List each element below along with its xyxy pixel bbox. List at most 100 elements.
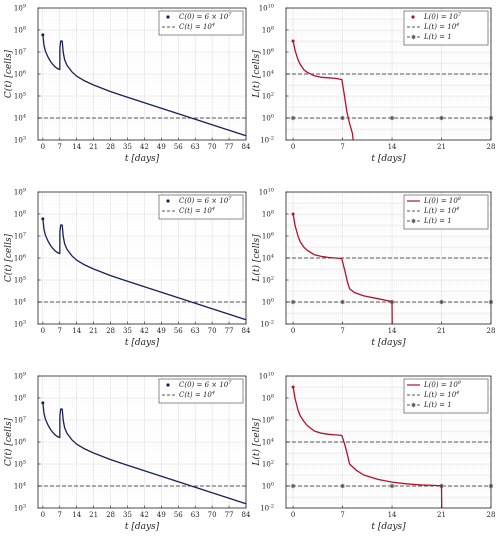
x-tick-label: 0 [291, 327, 295, 335]
y-tick-label: 10-2 [260, 504, 274, 513]
legend-entry: C(0) = 6 × 107 [179, 380, 232, 389]
x-axis-label: t [days] [371, 338, 406, 348]
legend-box [158, 378, 244, 404]
x-tick-label: 35 [123, 143, 132, 151]
y-tick-label: 104 [14, 114, 26, 123]
y-tick-label: 105 [14, 460, 26, 469]
y-tick-label: 104 [262, 438, 274, 447]
x-tick-label: 28 [106, 143, 115, 151]
x-tick-label: 77 [225, 327, 234, 335]
y-tick-label: 100 [262, 298, 274, 307]
y-tick-label: 108 [14, 26, 26, 35]
series-line-main [42, 34, 247, 137]
x-axis-label: t [days] [125, 338, 160, 348]
x-tick-label: 21 [89, 143, 98, 151]
series-line-main [292, 40, 354, 141]
x-tick-label: 28 [487, 143, 496, 151]
legend-marker-dot [411, 15, 415, 19]
x-axis-label: t [days] [125, 522, 160, 532]
x-tick-label: 77 [225, 511, 234, 519]
x-tick-label: 63 [191, 511, 200, 519]
y-tick-label: 107 [14, 232, 26, 241]
x-tick-label: 0 [291, 511, 295, 519]
threshold-star-marker [340, 299, 345, 305]
y-tick-label: 106 [262, 416, 274, 425]
y-tick-label: 109 [14, 188, 26, 197]
threshold-star-marker [290, 299, 296, 305]
y-tick-label: 104 [262, 70, 274, 79]
y-tick-label: 1010 [259, 4, 274, 13]
x-tick-label: 35 [123, 327, 132, 335]
x-tick-label: 21 [437, 327, 446, 335]
y-tick-label: 105 [14, 92, 26, 101]
legend-marker-dot [166, 199, 170, 203]
y-tick-label: 102 [262, 276, 274, 285]
y-axis-label: L(t) [cells] [251, 418, 262, 467]
x-tick-label: 77 [225, 143, 234, 151]
y-tick-label: 106 [14, 254, 26, 263]
y-axis-label: L(t) [cells] [251, 50, 262, 99]
x-tick-label: 14 [388, 327, 397, 335]
chart-L-row2: 0 7 14 21 28 10-2 100 102 104 106 108 1010 t [days] L… [251, 372, 495, 533]
x-tick-label: 14 [72, 143, 81, 151]
x-tick-label: 7 [58, 511, 62, 519]
legend-entry: C(0) = 6 × 107 [179, 12, 232, 21]
legend-entry: L(0) = 107 [423, 12, 462, 21]
y-tick-label: 100 [262, 482, 274, 491]
legend-entry: L(t) = 1 [423, 217, 452, 225]
y-tick-label: 105 [14, 276, 26, 285]
x-tick-label: 0 [41, 143, 45, 151]
series-start-point [41, 33, 45, 37]
threshold-star-marker [290, 115, 296, 121]
y-tick-label: 107 [14, 416, 26, 425]
x-tick-label: 63 [191, 143, 200, 151]
series-line-main [292, 386, 443, 509]
legend-marker-star [411, 34, 416, 40]
threshold-star-marker [340, 115, 345, 121]
legend-entry: L(0) = 109 [423, 380, 462, 389]
chart-L-row1: 0 7 14 21 28 10-2 100 102 104 106 108 1010 t [days] L… [251, 188, 495, 349]
legend-entry: L(0) = 108 [423, 196, 461, 205]
threshold-star-marker [340, 483, 345, 489]
y-tick-label: 1010 [259, 188, 274, 197]
y-axis-label: C(t) [cells] [3, 49, 14, 98]
series-start-point [291, 39, 295, 43]
threshold-star-marker [439, 299, 444, 305]
y-tick-label: 103 [14, 136, 26, 145]
y-tick-label: 109 [14, 372, 26, 381]
legend-box [158, 194, 244, 220]
series-start-point [291, 212, 295, 216]
y-tick-label: 107 [14, 48, 26, 57]
y-tick-label: 106 [14, 70, 26, 79]
y-tick-label: 109 [14, 4, 26, 13]
chart-C-row1: 0 7 14 21 28 35 42 49 56 63 70 77 84 103 104 105 106 107 1… [3, 188, 251, 349]
x-tick-label: 28 [106, 511, 115, 519]
legend-entry: L(t) = 104 [423, 22, 459, 31]
x-tick-label: 7 [58, 143, 62, 151]
legend-entry: L(t) = 1 [423, 401, 452, 409]
x-axis-label: t [days] [371, 154, 406, 164]
x-tick-label: 84 [242, 143, 251, 151]
threshold-star-marker [389, 115, 395, 121]
x-tick-label: 21 [89, 327, 98, 335]
x-tick-label: 56 [174, 143, 183, 151]
series-start-point [41, 401, 45, 405]
x-tick-label: 0 [291, 143, 295, 151]
chart-C-row0: 0 7 14 21 28 35 42 49 56 63 70 77 84 103 104 105 106 107 1… [3, 4, 251, 165]
legend-entry: L(t) = 104 [423, 390, 459, 399]
x-tick-label: 7 [340, 327, 344, 335]
x-tick-label: 21 [437, 143, 446, 151]
series-line-main [42, 218, 247, 321]
y-tick-label: 108 [14, 394, 26, 403]
y-tick-label: 104 [14, 482, 26, 491]
legend-entry: C(0) = 6 × 107 [179, 196, 232, 205]
x-tick-label: 7 [340, 143, 344, 151]
x-tick-label: 84 [242, 327, 251, 335]
x-tick-label: 56 [174, 327, 183, 335]
